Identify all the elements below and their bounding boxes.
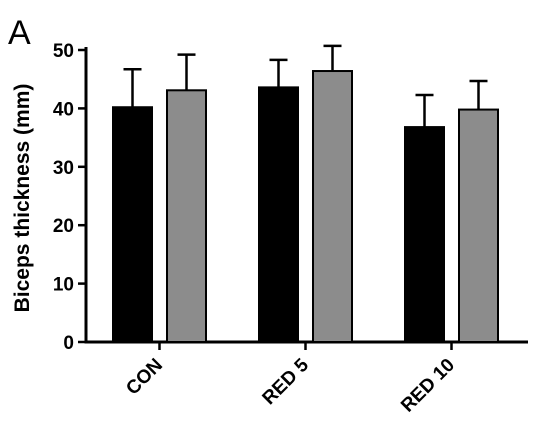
y-tick-label: 50 (53, 41, 74, 62)
bar (258, 86, 299, 343)
bar (458, 108, 499, 344)
bar (112, 106, 153, 344)
bar (404, 126, 445, 343)
y-tick-label: 30 (53, 158, 74, 179)
y-tick-label: 20 (53, 216, 74, 237)
bar (166, 89, 207, 343)
x-tick-label: CON (122, 355, 167, 400)
y-tick-label: 10 (53, 275, 74, 296)
y-axis-label: Biceps thickness (mm) (11, 84, 34, 313)
y-tick-label: 40 (53, 99, 74, 120)
plot-area: 0 10 20 30 40 50 CON RED 5 RED 10 (53, 41, 528, 417)
panel-letter: A (8, 14, 31, 52)
y-tick-label: 0 (63, 333, 74, 354)
bar (312, 70, 353, 344)
x-tick-label: RED 5 (259, 354, 314, 409)
x-tick-label: RED 10 (397, 355, 459, 417)
